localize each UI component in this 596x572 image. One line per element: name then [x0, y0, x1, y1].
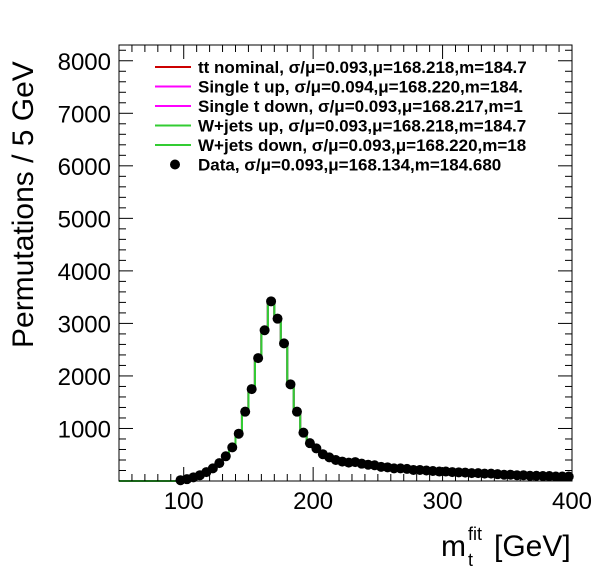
- data-point: [279, 338, 290, 349]
- series-line-4: [119, 300, 572, 482]
- svg-text:[GeV]: [GeV]: [494, 530, 571, 563]
- plot-frame: [118, 44, 573, 482]
- legend-entry-label: tt nominal, σ/μ=0.093,μ=168.218,m=184.7: [198, 58, 527, 77]
- legend-entry-label: Data, σ/μ=0.093,μ=168.134,m=184.680: [198, 156, 501, 175]
- svg-text:m: m: [441, 530, 466, 563]
- data-point: [272, 313, 283, 324]
- data-point: [311, 443, 322, 454]
- data-point: [298, 427, 309, 438]
- legend-entry-label: W+jets down, σ/μ=0.093,μ=168.220,m=18: [198, 136, 526, 155]
- y-tick-label: 4000: [58, 259, 111, 286]
- x-axis-title-unit: [GeV]: [494, 530, 571, 563]
- data-point: [563, 471, 574, 482]
- x-tick-label: 200: [293, 488, 333, 515]
- data-point: [233, 428, 244, 439]
- x-axis-title-sub: t: [468, 550, 473, 570]
- y-tick-label: 8000: [58, 49, 111, 76]
- y-tick-label: 7000: [58, 101, 111, 128]
- y-tick-label: 6000: [58, 154, 111, 181]
- y-axis-title: Permutations / 5 GeV: [7, 61, 40, 348]
- legend-entry-label: W+jets up, σ/μ=0.093,μ=168.218,m=184.7: [198, 117, 526, 136]
- x-tick-label: 300: [423, 488, 463, 515]
- legend-entry-label: Single t down, σ/μ=0.093,μ=168.217,m=1: [198, 97, 523, 116]
- series-line-2: [119, 300, 572, 482]
- y-tick-label: 3000: [58, 311, 111, 338]
- series-line-1: [119, 300, 572, 482]
- data-point: [214, 458, 225, 469]
- data-point: [291, 406, 302, 417]
- y-tick-label: 5000: [58, 206, 111, 233]
- data-points-layer: [175, 296, 574, 486]
- data-point: [246, 384, 257, 395]
- y-tick-label: 1000: [58, 416, 111, 443]
- x-axis-title-sup: fit: [468, 524, 482, 544]
- legend-entry-label: Single t up, σ/μ=0.094,μ=168.220,m=184.: [198, 78, 523, 97]
- data-point: [227, 442, 238, 453]
- data-point: [220, 451, 231, 462]
- legend: tt nominal, σ/μ=0.093,μ=168.218,m=184.7S…: [155, 58, 527, 175]
- data-point: [259, 325, 270, 336]
- histogram-layer: [119, 300, 572, 482]
- axes-frame: [118, 44, 573, 482]
- series-line-0: [119, 300, 572, 482]
- data-point: [285, 379, 296, 390]
- x-axis-title: m t fit [GeV]: [441, 524, 571, 570]
- svg-text:t: t: [468, 550, 473, 570]
- series-line-3: [119, 300, 572, 482]
- svg-text:fit: fit: [468, 524, 482, 544]
- data-point: [253, 353, 264, 364]
- legend-marker: [170, 159, 180, 170]
- tick-labels: 100 200 300 400 1000 2000 3000 4000 5000 6000 7000…: [58, 49, 592, 515]
- x-tick-label: 100: [164, 488, 204, 515]
- data-point: [266, 296, 277, 307]
- data-point: [240, 406, 251, 417]
- x-axis-title-main: m: [441, 530, 466, 563]
- x-tick-label: 400: [552, 488, 592, 515]
- axis-ticks: [119, 45, 572, 481]
- y-tick-label: 2000: [58, 364, 111, 391]
